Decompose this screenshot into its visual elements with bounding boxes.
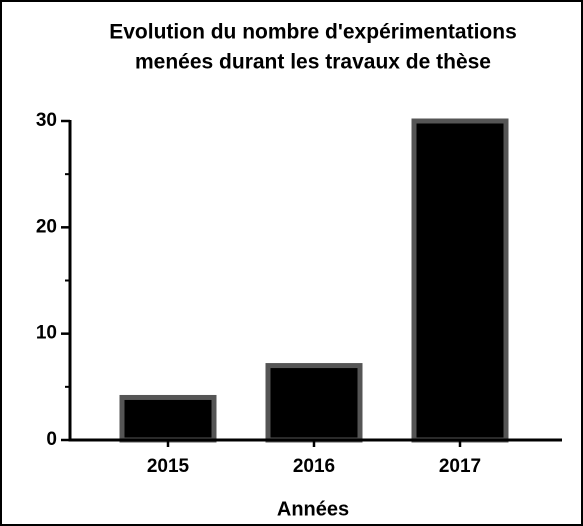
bar <box>119 394 217 443</box>
y-tick-label: 20 <box>36 216 57 237</box>
chart-title: Evolution du nombre d'expérimentations <box>109 21 517 44</box>
chart-title: menées durant les travaux de thèse <box>135 51 491 74</box>
y-tick-label: 10 <box>36 323 57 344</box>
x-tick-label: 2017 <box>439 456 481 477</box>
x-tick-label: 2015 <box>147 456 190 477</box>
bar <box>411 118 509 443</box>
x-axis-label: Années <box>277 498 349 520</box>
y-tick-label: 30 <box>36 110 57 131</box>
x-tick-label: 2016 <box>293 456 335 477</box>
y-tick-label: 0 <box>46 429 57 450</box>
bar <box>265 363 363 443</box>
